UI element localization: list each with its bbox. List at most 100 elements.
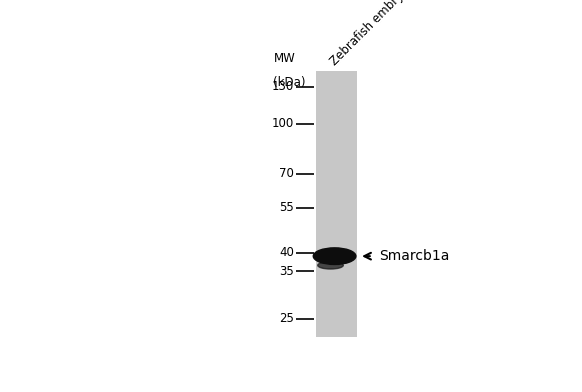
Bar bbox=[317, 215, 357, 216]
Bar bbox=[317, 192, 357, 193]
Bar bbox=[317, 264, 357, 265]
Bar bbox=[317, 299, 357, 301]
Bar bbox=[317, 254, 357, 255]
Bar bbox=[317, 110, 357, 111]
Bar bbox=[317, 245, 357, 246]
Bar bbox=[317, 273, 357, 274]
Bar bbox=[317, 105, 357, 106]
Bar bbox=[317, 118, 357, 119]
Bar bbox=[317, 211, 357, 212]
Bar bbox=[317, 157, 357, 158]
Bar bbox=[317, 190, 357, 191]
Bar bbox=[317, 269, 357, 270]
Bar bbox=[317, 214, 357, 215]
Bar bbox=[317, 253, 357, 254]
Bar bbox=[317, 336, 357, 337]
Bar bbox=[317, 233, 357, 234]
Bar bbox=[317, 167, 357, 168]
Bar bbox=[317, 228, 357, 229]
Bar bbox=[317, 182, 357, 183]
Bar bbox=[317, 202, 357, 203]
Bar bbox=[317, 282, 357, 283]
Bar bbox=[317, 234, 357, 235]
Bar bbox=[317, 180, 357, 181]
Bar bbox=[317, 121, 357, 122]
Bar bbox=[317, 72, 357, 73]
Bar bbox=[317, 236, 357, 237]
Bar bbox=[317, 268, 357, 269]
Bar bbox=[317, 145, 357, 147]
Bar bbox=[317, 171, 357, 172]
Bar bbox=[317, 243, 357, 244]
Bar bbox=[317, 97, 357, 98]
Bar bbox=[317, 95, 357, 96]
Bar bbox=[317, 77, 357, 78]
Bar bbox=[317, 148, 357, 149]
Bar bbox=[317, 219, 357, 220]
Bar bbox=[317, 297, 357, 298]
Bar bbox=[317, 232, 357, 233]
Ellipse shape bbox=[318, 261, 343, 269]
Bar bbox=[317, 251, 357, 252]
Bar bbox=[317, 287, 357, 288]
Bar bbox=[317, 150, 357, 151]
Bar bbox=[317, 198, 357, 199]
Bar bbox=[317, 154, 357, 155]
Bar bbox=[317, 81, 357, 82]
Bar bbox=[317, 133, 357, 134]
Bar bbox=[317, 329, 357, 330]
Bar bbox=[317, 244, 357, 245]
Bar bbox=[317, 199, 357, 200]
Bar bbox=[317, 286, 357, 287]
Bar bbox=[317, 255, 357, 256]
Bar bbox=[317, 100, 357, 101]
Bar bbox=[317, 142, 357, 143]
Bar bbox=[317, 242, 357, 243]
Bar bbox=[317, 321, 357, 322]
Text: MW: MW bbox=[274, 53, 295, 65]
Bar bbox=[317, 265, 357, 266]
Bar bbox=[317, 166, 357, 167]
Bar bbox=[317, 209, 357, 210]
Bar bbox=[317, 313, 357, 314]
Bar bbox=[317, 89, 357, 90]
Bar bbox=[317, 238, 357, 240]
Bar bbox=[317, 143, 357, 144]
Bar bbox=[317, 107, 357, 108]
Bar bbox=[317, 193, 357, 194]
Bar bbox=[317, 111, 357, 112]
Bar bbox=[317, 223, 357, 224]
Bar bbox=[317, 206, 357, 207]
Bar bbox=[317, 334, 357, 335]
Bar bbox=[317, 120, 357, 121]
Bar bbox=[317, 187, 357, 188]
Bar bbox=[317, 163, 357, 164]
Bar bbox=[317, 248, 357, 249]
Bar bbox=[317, 71, 357, 72]
Bar bbox=[317, 240, 357, 241]
Bar bbox=[317, 272, 357, 273]
Bar bbox=[317, 127, 357, 128]
Bar bbox=[317, 78, 357, 79]
Bar bbox=[317, 197, 357, 198]
Bar bbox=[317, 91, 357, 92]
Bar bbox=[317, 119, 357, 120]
Bar bbox=[317, 128, 357, 129]
Bar bbox=[317, 312, 357, 313]
Bar bbox=[317, 83, 357, 84]
Bar bbox=[317, 249, 357, 250]
Bar bbox=[317, 203, 357, 204]
Bar bbox=[317, 322, 357, 323]
Bar bbox=[317, 314, 357, 315]
Bar bbox=[317, 226, 357, 227]
Bar bbox=[317, 186, 357, 187]
Bar bbox=[317, 270, 357, 271]
Bar bbox=[317, 266, 357, 267]
Bar bbox=[317, 108, 357, 109]
Bar bbox=[317, 227, 357, 228]
Bar bbox=[317, 84, 357, 85]
Bar bbox=[317, 290, 357, 291]
Bar bbox=[317, 76, 357, 77]
Bar bbox=[317, 132, 357, 133]
Bar bbox=[317, 104, 357, 105]
